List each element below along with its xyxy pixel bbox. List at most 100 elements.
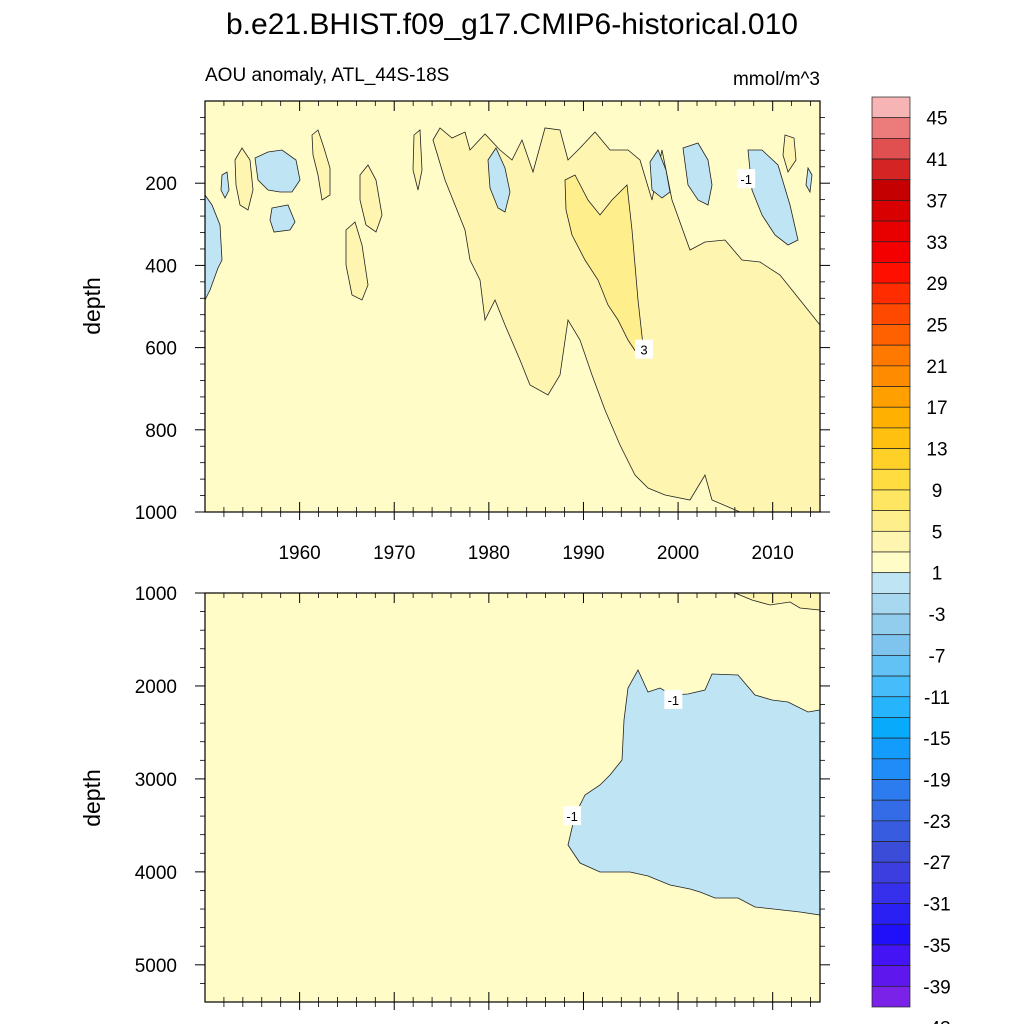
upper-contour-label: -1 bbox=[737, 169, 756, 189]
upper-plot-frame bbox=[204, 100, 821, 513]
upper-neg-left-edge bbox=[204, 193, 223, 301]
lower-y-tick-label: 2000 bbox=[135, 677, 177, 698]
colorbar-swatch bbox=[871, 799, 911, 822]
upper-streak-b bbox=[311, 129, 331, 201]
upper-neg-d bbox=[487, 147, 511, 213]
chart-subtitle-left: AOU anomaly, ATL_44S-18S bbox=[205, 65, 449, 86]
colorbar-label: -3 bbox=[929, 605, 946, 626]
colorbar-swatch bbox=[871, 96, 911, 119]
colorbar-swatch bbox=[871, 344, 911, 367]
upper-contour-labels: -1 3 bbox=[635, 169, 756, 359]
colorbar-swatch bbox=[871, 551, 911, 574]
colorbar-label: 29 bbox=[926, 274, 947, 295]
upper-streak-e bbox=[412, 129, 423, 191]
lower-contour-label: -1 bbox=[563, 806, 582, 826]
colorbar-swatch bbox=[871, 262, 911, 284]
upper-neg-b bbox=[254, 149, 301, 193]
lower-contour-label-bg bbox=[664, 689, 683, 709]
upper-y-tick-label: 400 bbox=[145, 256, 177, 277]
colorbar-swatch bbox=[871, 489, 911, 511]
colorbar-swatch bbox=[871, 944, 911, 966]
upper-y-tick-label: 1000 bbox=[135, 503, 177, 524]
upper-contour-label: 3 bbox=[635, 339, 654, 359]
chart-units: mmol/m^3 bbox=[733, 69, 820, 90]
colorbar-swatch bbox=[871, 200, 911, 222]
colorbar-label: -15 bbox=[923, 729, 950, 750]
upper-y-tick-label: 800 bbox=[145, 421, 177, 442]
colorbar-swatch bbox=[871, 282, 911, 305]
lower-contour-label-text: -1 bbox=[566, 809, 578, 824]
colorbar-swatch bbox=[871, 386, 911, 408]
colorbar-label: -35 bbox=[923, 936, 950, 957]
upper-neg-f bbox=[682, 142, 713, 206]
lower-contour-label: -1 bbox=[664, 689, 683, 709]
lower-y-tick-label: 3000 bbox=[135, 770, 177, 791]
colorbar-swatch bbox=[871, 903, 911, 925]
colorbar-label: 33 bbox=[926, 233, 947, 254]
colorbar-swatch bbox=[871, 427, 911, 449]
colorbar-swatch bbox=[871, 758, 911, 780]
colorbar-swatch bbox=[871, 613, 911, 636]
colorbar-swatch bbox=[871, 158, 911, 181]
upper-x-tick-label: 1990 bbox=[562, 543, 604, 564]
upper-x-tick-label: 1960 bbox=[278, 543, 320, 564]
lower-x-axis bbox=[223, 593, 811, 1010]
colorbar-swatch bbox=[871, 572, 911, 594]
upper-contour-label-bg bbox=[737, 169, 756, 189]
upper-contour-label-text: -1 bbox=[740, 172, 752, 187]
lower-panel: -1 -1 1000 2000 3000 4000 5000 depth bbox=[79, 584, 830, 1010]
colorbar-swatch bbox=[871, 861, 911, 884]
colorbar-label: 5 bbox=[932, 522, 943, 543]
lower-y-tick-label: 4000 bbox=[135, 863, 177, 884]
lower-neg-region bbox=[567, 669, 821, 916]
colorbar-swatch bbox=[871, 448, 911, 470]
colorbar-label: 37 bbox=[926, 191, 947, 212]
colorbar-swatch bbox=[871, 593, 911, 615]
colorbar-swatch bbox=[871, 365, 911, 387]
colorbar-label: 17 bbox=[926, 398, 947, 419]
lower-y-tick-label: 5000 bbox=[135, 956, 177, 977]
lower-contour-labels: -1 -1 bbox=[563, 689, 683, 826]
colorbar-label: 45 bbox=[926, 109, 947, 130]
upper-neg-c bbox=[269, 204, 296, 233]
colorbar-swatch bbox=[871, 303, 911, 325]
colorbar-swatch bbox=[871, 696, 911, 718]
colorbar-swatch bbox=[871, 779, 911, 801]
colorbar-label: -31 bbox=[923, 895, 950, 916]
colorbar-swatch bbox=[871, 634, 911, 656]
colorbar-swatch bbox=[871, 468, 911, 491]
colorbar-swatch bbox=[871, 324, 911, 346]
colorbar-label: -27 bbox=[923, 853, 950, 874]
colorbar-swatch bbox=[871, 985, 911, 1008]
upper-x-tick-label: 1980 bbox=[468, 543, 510, 564]
colorbar-label: -23 bbox=[923, 812, 950, 833]
colorbar-label: 13 bbox=[926, 440, 947, 461]
colorbar-swatch bbox=[871, 675, 911, 698]
lower-contour-fills bbox=[567, 592, 821, 916]
colorbar: 45 41 37 33 29 25 21 17 13 9 5 1 -3 -7 -11 -15 -19 -23 -27… bbox=[871, 96, 951, 1024]
colorbar-swatch bbox=[871, 820, 911, 842]
colorbar-swatch bbox=[871, 117, 911, 139]
upper-streak-a bbox=[234, 147, 254, 211]
lower-y-tick-label: 1000 bbox=[135, 584, 177, 605]
lower-y-axis-label: depth bbox=[79, 769, 105, 827]
upper-neg-e bbox=[649, 149, 671, 199]
lower-contour-label-bg bbox=[563, 806, 582, 826]
upper-streak-f bbox=[782, 134, 797, 173]
upper-neg-g bbox=[747, 149, 799, 246]
colorbar-swatch bbox=[871, 138, 911, 160]
upper-x-tick-label: 2000 bbox=[657, 543, 699, 564]
chart-title: b.e21.BHIST.f09_g17.CMIP6-historical.010 bbox=[226, 8, 798, 41]
colorbar-label: -11 bbox=[924, 688, 950, 709]
lower-contour-label-text: -1 bbox=[668, 693, 680, 708]
upper-x-tick-label: 1970 bbox=[373, 543, 415, 564]
colorbar-label: -43 bbox=[923, 1019, 950, 1024]
colorbar-swatch bbox=[871, 406, 911, 429]
upper-streak-c bbox=[345, 221, 369, 301]
colorbar-label: 9 bbox=[932, 481, 943, 502]
colorbar-swatch bbox=[871, 923, 911, 946]
colorbar-swatch bbox=[871, 530, 911, 553]
lower-y-axis: 1000 2000 3000 4000 5000 bbox=[135, 584, 830, 984]
colorbar-label: -7 bbox=[929, 646, 946, 667]
upper-neg-h bbox=[805, 166, 813, 194]
